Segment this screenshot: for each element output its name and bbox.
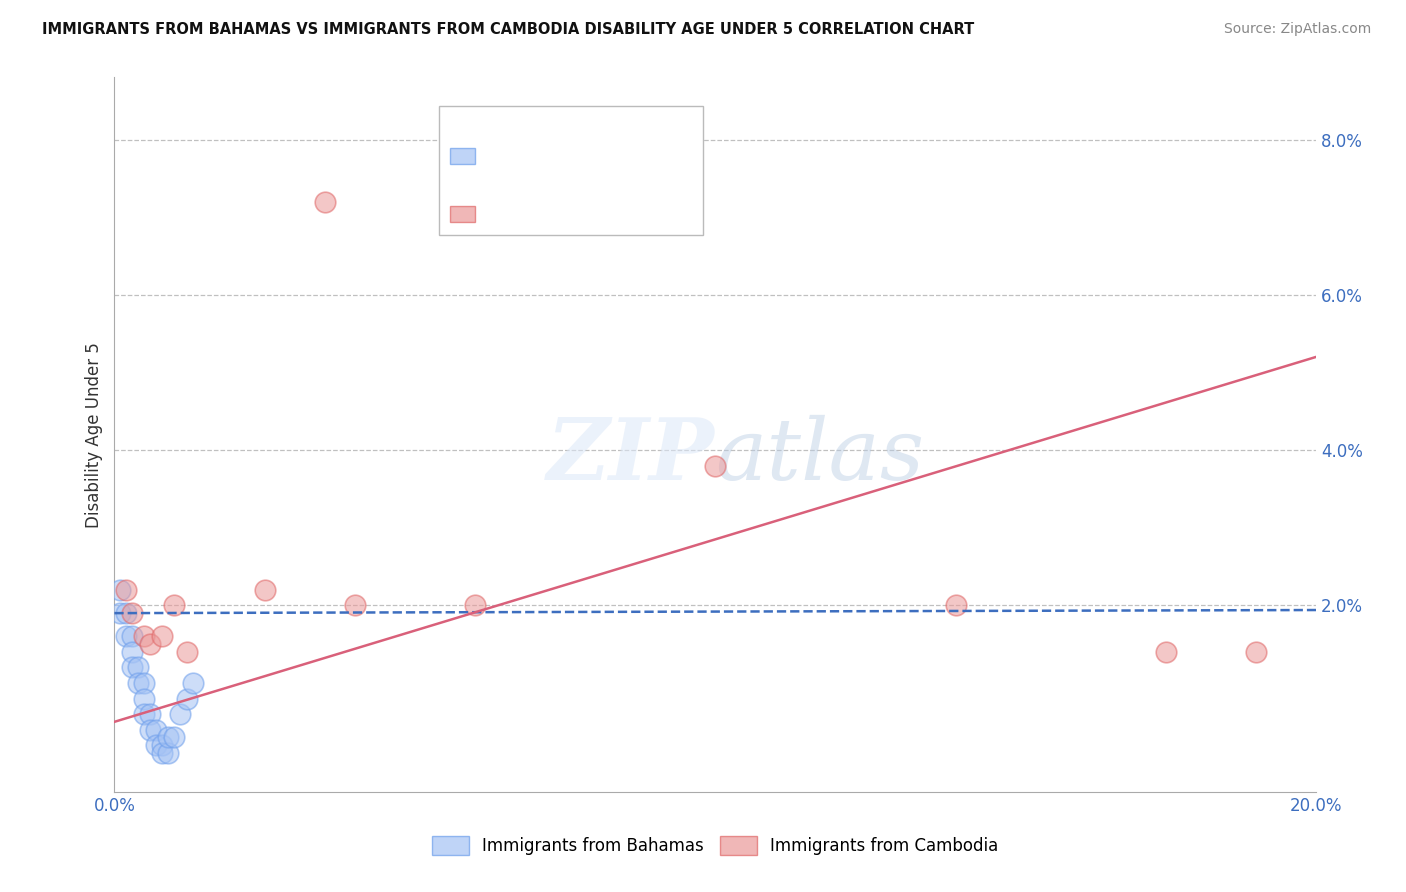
Point [134, 691, 156, 706]
Y-axis label: Disability Age Under 5: Disability Age Under 5 [86, 342, 103, 527]
Point [253, 582, 276, 597]
Point [704, 458, 727, 473]
Point [134, 629, 156, 643]
Point [152, 738, 174, 752]
Point [176, 691, 198, 706]
Point [110, 606, 132, 620]
Point [134, 707, 156, 722]
Point [152, 629, 174, 643]
Point [1154, 645, 1177, 659]
Point [110, 582, 132, 597]
Point [157, 746, 180, 760]
Point [945, 599, 967, 613]
Point [145, 723, 167, 737]
Point [145, 738, 167, 752]
Point [163, 599, 186, 613]
Point [134, 676, 156, 690]
Point [121, 606, 143, 620]
Point [127, 676, 149, 690]
Point [139, 707, 162, 722]
Text: Source: ZipAtlas.com: Source: ZipAtlas.com [1223, 22, 1371, 37]
Point [176, 645, 198, 659]
Point [1244, 645, 1267, 659]
Point [464, 599, 486, 613]
Text: IMMIGRANTS FROM BAHAMAS VS IMMIGRANTS FROM CAMBODIA DISABILITY AGE UNDER 5 CORRE: IMMIGRANTS FROM BAHAMAS VS IMMIGRANTS FR… [42, 22, 974, 37]
Legend: Immigrants from Bahamas, Immigrants from Cambodia: Immigrants from Bahamas, Immigrants from… [425, 830, 1005, 862]
Point [121, 645, 143, 659]
Point [115, 582, 138, 597]
Point [343, 599, 366, 613]
Point [115, 606, 138, 620]
Point [181, 676, 204, 690]
Point [115, 629, 138, 643]
Text: R = 0.454   N = 15: R = 0.454 N = 15 [484, 174, 641, 192]
Text: ZIP: ZIP [547, 414, 716, 498]
Point [169, 707, 191, 722]
Point [152, 746, 174, 760]
Point [121, 629, 143, 643]
Point [157, 731, 180, 745]
Point [139, 723, 162, 737]
Point [121, 660, 143, 674]
Point [314, 194, 336, 209]
Point [127, 660, 149, 674]
Text: atlas: atlas [716, 415, 924, 498]
Text: R = 0.002   N = 24: R = 0.002 N = 24 [484, 116, 641, 135]
Point [139, 637, 162, 651]
Point [163, 731, 186, 745]
